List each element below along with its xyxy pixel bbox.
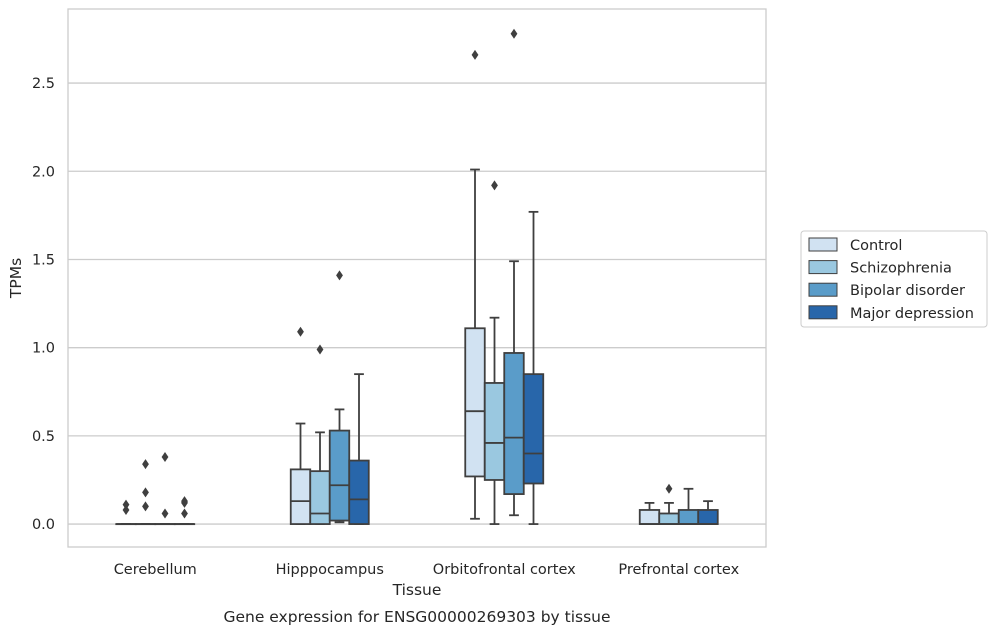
x-tick-label: Orbitofrontal cortex	[433, 562, 576, 578]
outlier-point	[142, 459, 149, 470]
box-body	[328, 429, 351, 522]
box-3-2	[677, 487, 700, 525]
outlier-point	[297, 326, 304, 337]
box-body	[483, 382, 506, 481]
box-0-3	[173, 496, 196, 526]
box-body	[522, 373, 545, 485]
legend-label: Bipolar disorder	[850, 283, 965, 299]
y-axis-label: TPMs	[7, 258, 25, 299]
outlier-point	[510, 28, 518, 39]
legend-swatch	[808, 237, 838, 252]
box-2-0	[464, 49, 486, 520]
x-tick-label: Prefrontal cortex	[618, 562, 739, 578]
legend-swatch	[808, 282, 838, 297]
outlier-point	[181, 508, 188, 519]
box-1-3	[348, 373, 370, 525]
y-tick-label: 1.5	[32, 252, 55, 268]
legend-swatch	[808, 260, 838, 275]
outlier-point	[491, 180, 498, 191]
box-body	[697, 509, 719, 525]
y-tick-label: 0.0	[32, 517, 55, 533]
y-tick-label: 1.0	[32, 341, 55, 357]
legend-label: Schizophrenia	[850, 261, 952, 277]
outlier-point	[336, 270, 343, 281]
outlier-point	[122, 499, 130, 510]
gridlines	[68, 82, 766, 525]
x-tick-label: Hipppocampus	[276, 562, 384, 578]
box-0-2	[154, 452, 176, 526]
legend: Control Schizophrenia Bipolar disorder Majo…	[800, 230, 988, 328]
box-0-1	[134, 459, 157, 526]
outlier-point	[181, 496, 188, 507]
y-tick-label: 0.5	[32, 429, 55, 445]
outlier-point	[665, 483, 673, 494]
box-3-0	[638, 502, 661, 525]
chart-caption: Gene expression for ENSG00000269303 by t…	[223, 608, 610, 626]
box-1-2	[328, 270, 351, 524]
plot-frame	[67, 8, 767, 548]
box-0-0	[115, 499, 137, 526]
box-body	[309, 470, 331, 525]
boxes	[115, 28, 719, 526]
box-body	[348, 459, 370, 525]
box-2-1	[483, 180, 506, 525]
outlier-point	[471, 49, 479, 60]
box-3-3	[697, 500, 719, 525]
box-body	[503, 352, 525, 495]
outlier-point	[161, 508, 169, 519]
box-body	[658, 512, 680, 525]
box-body	[638, 509, 661, 525]
legend-frame	[800, 230, 988, 328]
box-2-3	[522, 210, 545, 525]
outlier-point	[122, 504, 130, 515]
outlier-point	[142, 501, 149, 512]
outlier-point	[161, 452, 169, 463]
box-3-1	[658, 483, 680, 525]
legend-label: Control	[850, 238, 902, 254]
box-body	[289, 468, 312, 525]
legend-label: Major depression	[850, 306, 974, 322]
x-axis-label: Tissue	[392, 581, 442, 599]
box-body	[464, 327, 486, 478]
outlier-point	[316, 344, 324, 355]
box-2-2	[503, 28, 525, 517]
box-body	[677, 509, 700, 525]
box-1-1	[309, 344, 331, 525]
tick-labels: 0.0 0.5 1.0 1.5 2.0 2.5 Cerebellum Hipppocampus…	[32, 76, 740, 578]
box-1-0	[289, 326, 312, 525]
outlier-point	[142, 487, 149, 498]
legend-swatch	[808, 305, 838, 320]
y-tick-label: 2.0	[32, 164, 55, 180]
y-tick-label: 2.5	[32, 76, 55, 92]
x-tick-label: Cerebellum	[114, 562, 197, 578]
